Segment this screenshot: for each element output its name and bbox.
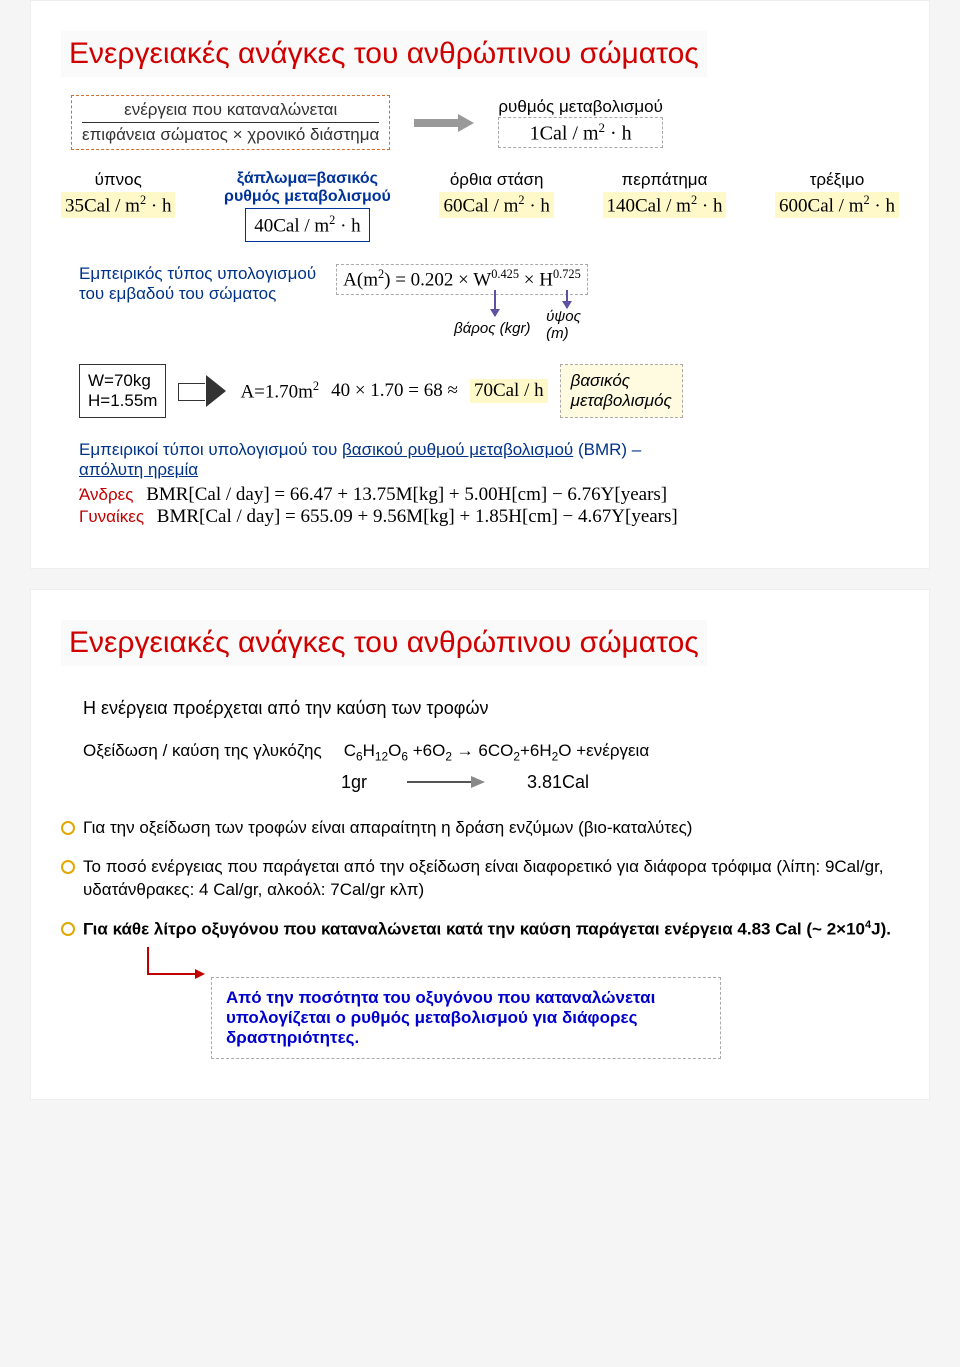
area-formula: A(m2) = 0.202 × W0.425 × H0.725 [336,264,588,294]
area-formula-note: Εμπειρικός τύπος υπολογισμούτου εμβαδού … [79,264,316,304]
gram-cal-row: 1gr 3.81Cal [341,772,899,793]
thin-arrow-icon [407,777,487,787]
example-calc: 40 × 1.70 = 68 ≈ [331,380,458,402]
activity-label: ξάπλωμα=βασικόςρυθμός μεταβολισμού [224,170,391,206]
slide2-intro: Η ενέργεια προέρχεται από την καύση των … [83,698,899,719]
activity-value: 35Cal / m2 · h [61,192,175,218]
activity-run: τρέξιμο 600Cal / m2 · h [775,170,899,242]
bmr-intro: Εμπειρικοί τύποι υπολογισμού του βασικού… [79,440,899,480]
activity-label: περπάτημα [603,170,727,190]
rate-result: ρυθμός μεταβολισμού 1Cal / m2 · h [498,97,663,149]
example-row: W=70kgH=1.55m A=1.70m2 40 × 1.70 = 68 ≈ … [79,364,899,418]
slide-1: Ενεργειακές ανάγκες του ανθρώπινου σώματ… [30,0,930,569]
glucose-equation: C6H12O6 +6O2 → 6CO2+6H2O +ενέργεια [344,741,649,763]
slide-2: Ενεργειακές ανάγκες του ανθρώπινου σώματ… [30,589,930,1100]
men-label: Άνδρες [79,485,133,504]
slide1-title: Ενεργειακές ανάγκες του ανθρώπινου σώματ… [61,31,707,77]
bullet-item: Το ποσό ενέργειας που παράγεται από την … [61,856,899,902]
glucose-label: Οξείδωση / καύση της γλυκόζης [83,741,322,761]
weight-arrow [494,290,496,316]
women-formula: BMR[Cal / day] = 655.09 + 9.56M[kg] + 1.… [157,506,678,527]
activity-row: ύπνος 35Cal / m2 · h ξάπλωμα=βασικόςρυθμ… [61,170,899,242]
corner-arrow-icon [147,947,207,987]
area-formula-wrap: A(m2) = 0.202 × W0.425 × H0.725 βάρος (k… [336,264,588,294]
activity-basal: ξάπλωμα=βασικόςρυθμός μεταβολισμού 40Cal… [224,170,391,242]
fraction-box: ενέργεια που καταναλώνεται επιφάνεια σώμ… [71,95,390,150]
activity-label: ύπνος [61,170,175,190]
callout-wrap: Από την ποσότητα του οξυγόνου που κατανα… [61,977,899,1059]
fraction-numerator: ενέργεια που καταναλώνεται [82,100,379,123]
example-result: 70Cal / h [470,379,548,403]
block-arrow-icon [178,371,228,411]
slide2-title: Ενεργειακές ανάγκες του ανθρώπινου σώματ… [61,620,707,666]
bmr-women-row: Γυναίκες BMR[Cal / day] = 655.09 + 9.56M… [79,506,899,528]
activity-value: 600Cal / m2 · h [775,192,899,218]
bullet-item: Για την οξείδωση των τροφών είναι απαραί… [61,817,899,840]
grams-label: 1gr [341,772,367,793]
activity-value: 40Cal / m2 · h [245,208,369,242]
men-formula: BMR[Cal / day] = 66.47 + 13.75M[kg] + 5.… [146,484,667,505]
height-note: ύψος (m) [546,308,588,342]
bmr-men-row: Άνδρες BMR[Cal / day] = 66.47 + 13.75M[k… [79,484,899,506]
activity-label: όρθια στάση [439,170,553,190]
glucose-row: Οξείδωση / καύση της γλυκόζης C6H12O6 +6… [83,741,899,763]
arrow-right-icon [414,116,474,130]
activity-walk: περπάτημα 140Cal / m2 · h [603,170,727,242]
rate-unit: 1Cal / m2 · h [498,117,663,149]
cals-label: 3.81Cal [527,772,589,793]
basal-label-box: βασικόςμεταβολισμός [560,364,683,418]
activity-value: 60Cal / m2 · h [439,192,553,218]
oxygen-callout: Από την ποσότητα του οξυγόνου που κατανα… [211,977,721,1059]
area-formula-row: Εμπειρικός τύπος υπολογισμούτου εμβαδού … [79,264,899,304]
height-arrow [566,290,568,308]
activity-sleep: ύπνος 35Cal / m2 · h [61,170,175,242]
example-area: A=1.70m2 [240,379,319,403]
rate-label: ρυθμός μεταβολισμού [498,97,663,117]
activity-stand: όρθια στάση 60Cal / m2 · h [439,170,553,242]
activity-label: τρέξιμο [775,170,899,190]
rate-definition-row: ενέργεια που καταναλώνεται επιφάνεια σώμ… [71,95,899,150]
women-label: Γυναίκες [79,507,144,526]
activity-value: 140Cal / m2 · h [603,192,727,218]
bullet-item-bold: Για κάθε λίτρο οξυγόνου που καταναλώνετα… [61,918,899,942]
weight-note: βάρος (kgr) [454,320,530,337]
fraction-denominator: επιφάνεια σώματος × χρονικό διάστημα [82,123,379,145]
example-inputs: W=70kgH=1.55m [79,364,166,418]
bmr-section: Εμπειρικοί τύποι υπολογισμού του βασικού… [79,440,899,528]
bullet-list: Για την οξείδωση των τροφών είναι απαραί… [61,817,899,941]
